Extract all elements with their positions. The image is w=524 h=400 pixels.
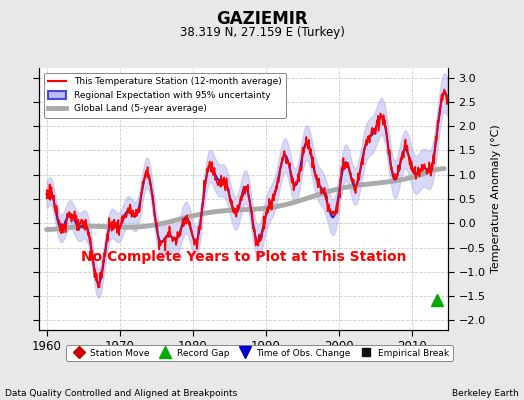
Legend: Station Move, Record Gap, Time of Obs. Change, Empirical Break: Station Move, Record Gap, Time of Obs. C… (66, 345, 453, 361)
Text: 38.319 N, 27.159 E (Turkey): 38.319 N, 27.159 E (Turkey) (180, 26, 344, 39)
Text: GAZIEMIR: GAZIEMIR (216, 10, 308, 28)
Legend: This Temperature Station (12-month average), Regional Expectation with 95% uncer: This Temperature Station (12-month avera… (44, 72, 286, 118)
Text: No Complete Years to Plot at This Station: No Complete Years to Plot at This Statio… (81, 250, 407, 264)
Y-axis label: Temperature Anomaly (°C): Temperature Anomaly (°C) (491, 125, 501, 273)
Text: Berkeley Earth: Berkeley Earth (452, 389, 519, 398)
Text: Data Quality Controlled and Aligned at Breakpoints: Data Quality Controlled and Aligned at B… (5, 389, 237, 398)
